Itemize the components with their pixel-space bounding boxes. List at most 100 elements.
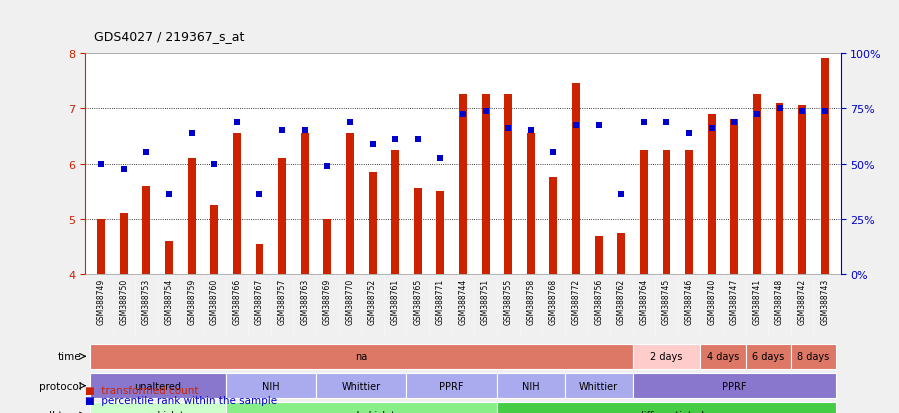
- Bar: [640, 150, 648, 275]
- Bar: [143, 186, 150, 275]
- Bar: [188, 159, 196, 275]
- Text: ■  percentile rank within the sample: ■ percentile rank within the sample: [85, 396, 278, 406]
- Bar: [791, 344, 836, 369]
- Text: cell type: cell type: [37, 410, 82, 413]
- Point: [139, 150, 154, 157]
- Point: [478, 108, 493, 115]
- Bar: [120, 214, 128, 275]
- Point: [388, 136, 403, 142]
- Text: redifferentiated: redifferentiated: [628, 410, 705, 413]
- Bar: [497, 402, 836, 413]
- Bar: [565, 373, 633, 399]
- Point: [275, 128, 289, 134]
- Text: GSM388754: GSM388754: [165, 278, 174, 324]
- Bar: [504, 95, 512, 275]
- Text: GSM388752: GSM388752: [368, 278, 377, 324]
- Text: na: na: [355, 351, 368, 361]
- Bar: [821, 59, 829, 275]
- Bar: [618, 233, 625, 275]
- Point: [253, 191, 267, 198]
- Bar: [745, 344, 791, 369]
- Text: GSM388742: GSM388742: [797, 278, 806, 324]
- Point: [184, 131, 199, 137]
- Point: [727, 119, 742, 126]
- Bar: [210, 206, 218, 275]
- Point: [298, 128, 312, 134]
- Bar: [730, 120, 738, 275]
- Text: GSM388770: GSM388770: [345, 278, 354, 324]
- Bar: [90, 373, 226, 399]
- Text: GSM388761: GSM388761: [391, 278, 400, 324]
- Point: [592, 122, 606, 129]
- Bar: [97, 219, 105, 275]
- Point: [636, 119, 651, 126]
- Text: PPRF: PPRF: [722, 381, 746, 391]
- Bar: [633, 344, 700, 369]
- Text: protocol: protocol: [39, 381, 82, 391]
- Point: [547, 150, 561, 157]
- Text: GSM388757: GSM388757: [278, 278, 287, 324]
- Text: 8 days: 8 days: [797, 351, 830, 361]
- Bar: [572, 84, 580, 275]
- Bar: [316, 373, 406, 399]
- Text: GDS4027 / 219367_s_at: GDS4027 / 219367_s_at: [94, 31, 245, 43]
- Text: GSM388772: GSM388772: [572, 278, 581, 324]
- Text: GSM388746: GSM388746: [684, 278, 694, 324]
- Bar: [527, 134, 535, 275]
- Text: 6 days: 6 days: [752, 351, 784, 361]
- Point: [117, 166, 131, 173]
- Point: [162, 191, 176, 198]
- Bar: [391, 150, 399, 275]
- Point: [230, 119, 245, 126]
- Text: GSM388756: GSM388756: [594, 278, 603, 324]
- Point: [523, 128, 538, 134]
- Text: GSM388763: GSM388763: [300, 278, 309, 324]
- Point: [614, 191, 628, 198]
- Text: time: time: [58, 351, 82, 361]
- Text: expanded islets: expanded islets: [323, 410, 400, 413]
- Text: GSM388747: GSM388747: [730, 278, 739, 324]
- Point: [320, 164, 334, 170]
- Bar: [459, 95, 467, 275]
- Text: GSM388749: GSM388749: [97, 278, 106, 324]
- Bar: [233, 134, 241, 275]
- Text: NIH: NIH: [522, 381, 539, 391]
- Text: NIH: NIH: [262, 381, 280, 391]
- Text: 2 days: 2 days: [650, 351, 682, 361]
- Text: GSM388762: GSM388762: [617, 278, 626, 324]
- Text: Whittier: Whittier: [342, 381, 381, 391]
- Bar: [663, 150, 671, 275]
- Text: GSM388766: GSM388766: [232, 278, 242, 324]
- Text: GSM388740: GSM388740: [708, 278, 717, 324]
- Text: normal islets: normal islets: [126, 410, 190, 413]
- Text: GSM388750: GSM388750: [120, 278, 129, 324]
- Bar: [700, 344, 745, 369]
- Text: GSM388768: GSM388768: [549, 278, 558, 324]
- Text: GSM388765: GSM388765: [414, 278, 423, 324]
- Text: PPRF: PPRF: [440, 381, 464, 391]
- Point: [94, 161, 109, 168]
- Point: [411, 136, 425, 142]
- Text: GSM388764: GSM388764: [639, 278, 648, 324]
- Point: [343, 119, 357, 126]
- Text: GSM388745: GSM388745: [662, 278, 671, 324]
- Point: [681, 131, 696, 137]
- Text: GSM388759: GSM388759: [187, 278, 196, 324]
- Point: [659, 119, 673, 126]
- Bar: [226, 402, 497, 413]
- Bar: [165, 242, 173, 275]
- Bar: [414, 189, 422, 275]
- Bar: [369, 173, 377, 275]
- Point: [456, 111, 470, 118]
- Text: GSM388751: GSM388751: [481, 278, 490, 324]
- Bar: [482, 95, 490, 275]
- Bar: [346, 134, 354, 275]
- Point: [750, 111, 764, 118]
- Bar: [255, 244, 263, 275]
- Bar: [753, 95, 761, 275]
- Bar: [226, 373, 316, 399]
- Text: GSM388769: GSM388769: [323, 278, 332, 324]
- Bar: [436, 192, 444, 275]
- Point: [772, 106, 787, 112]
- Text: GSM388744: GSM388744: [458, 278, 467, 324]
